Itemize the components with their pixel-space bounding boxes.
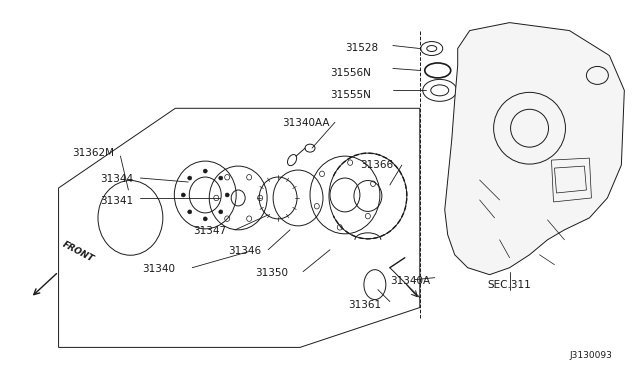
Text: 31340AA: 31340AA	[282, 118, 330, 128]
Text: 31341: 31341	[100, 196, 134, 206]
Text: 31346: 31346	[228, 246, 261, 256]
Text: 31344: 31344	[100, 174, 134, 184]
Text: 31340A: 31340A	[390, 276, 430, 286]
Ellipse shape	[188, 176, 192, 180]
Text: 31361: 31361	[348, 299, 381, 310]
Text: 31366: 31366	[360, 160, 393, 170]
Text: 31350: 31350	[255, 268, 288, 278]
Text: 31528: 31528	[345, 42, 378, 52]
Text: 31347: 31347	[193, 226, 227, 236]
Ellipse shape	[204, 217, 207, 221]
Text: J3130093: J3130093	[570, 352, 612, 360]
Text: 31555N: 31555N	[330, 90, 371, 100]
Text: 31340: 31340	[142, 264, 175, 274]
Ellipse shape	[188, 210, 192, 214]
Text: 31556N: 31556N	[330, 68, 371, 78]
Ellipse shape	[225, 193, 229, 197]
Polygon shape	[445, 23, 625, 275]
Ellipse shape	[181, 193, 186, 197]
Ellipse shape	[204, 169, 207, 173]
Ellipse shape	[219, 176, 223, 180]
Text: 31362M: 31362M	[72, 148, 115, 158]
Text: FRONT: FRONT	[61, 240, 95, 264]
Ellipse shape	[219, 210, 223, 214]
Text: SEC.311: SEC.311	[488, 280, 531, 290]
